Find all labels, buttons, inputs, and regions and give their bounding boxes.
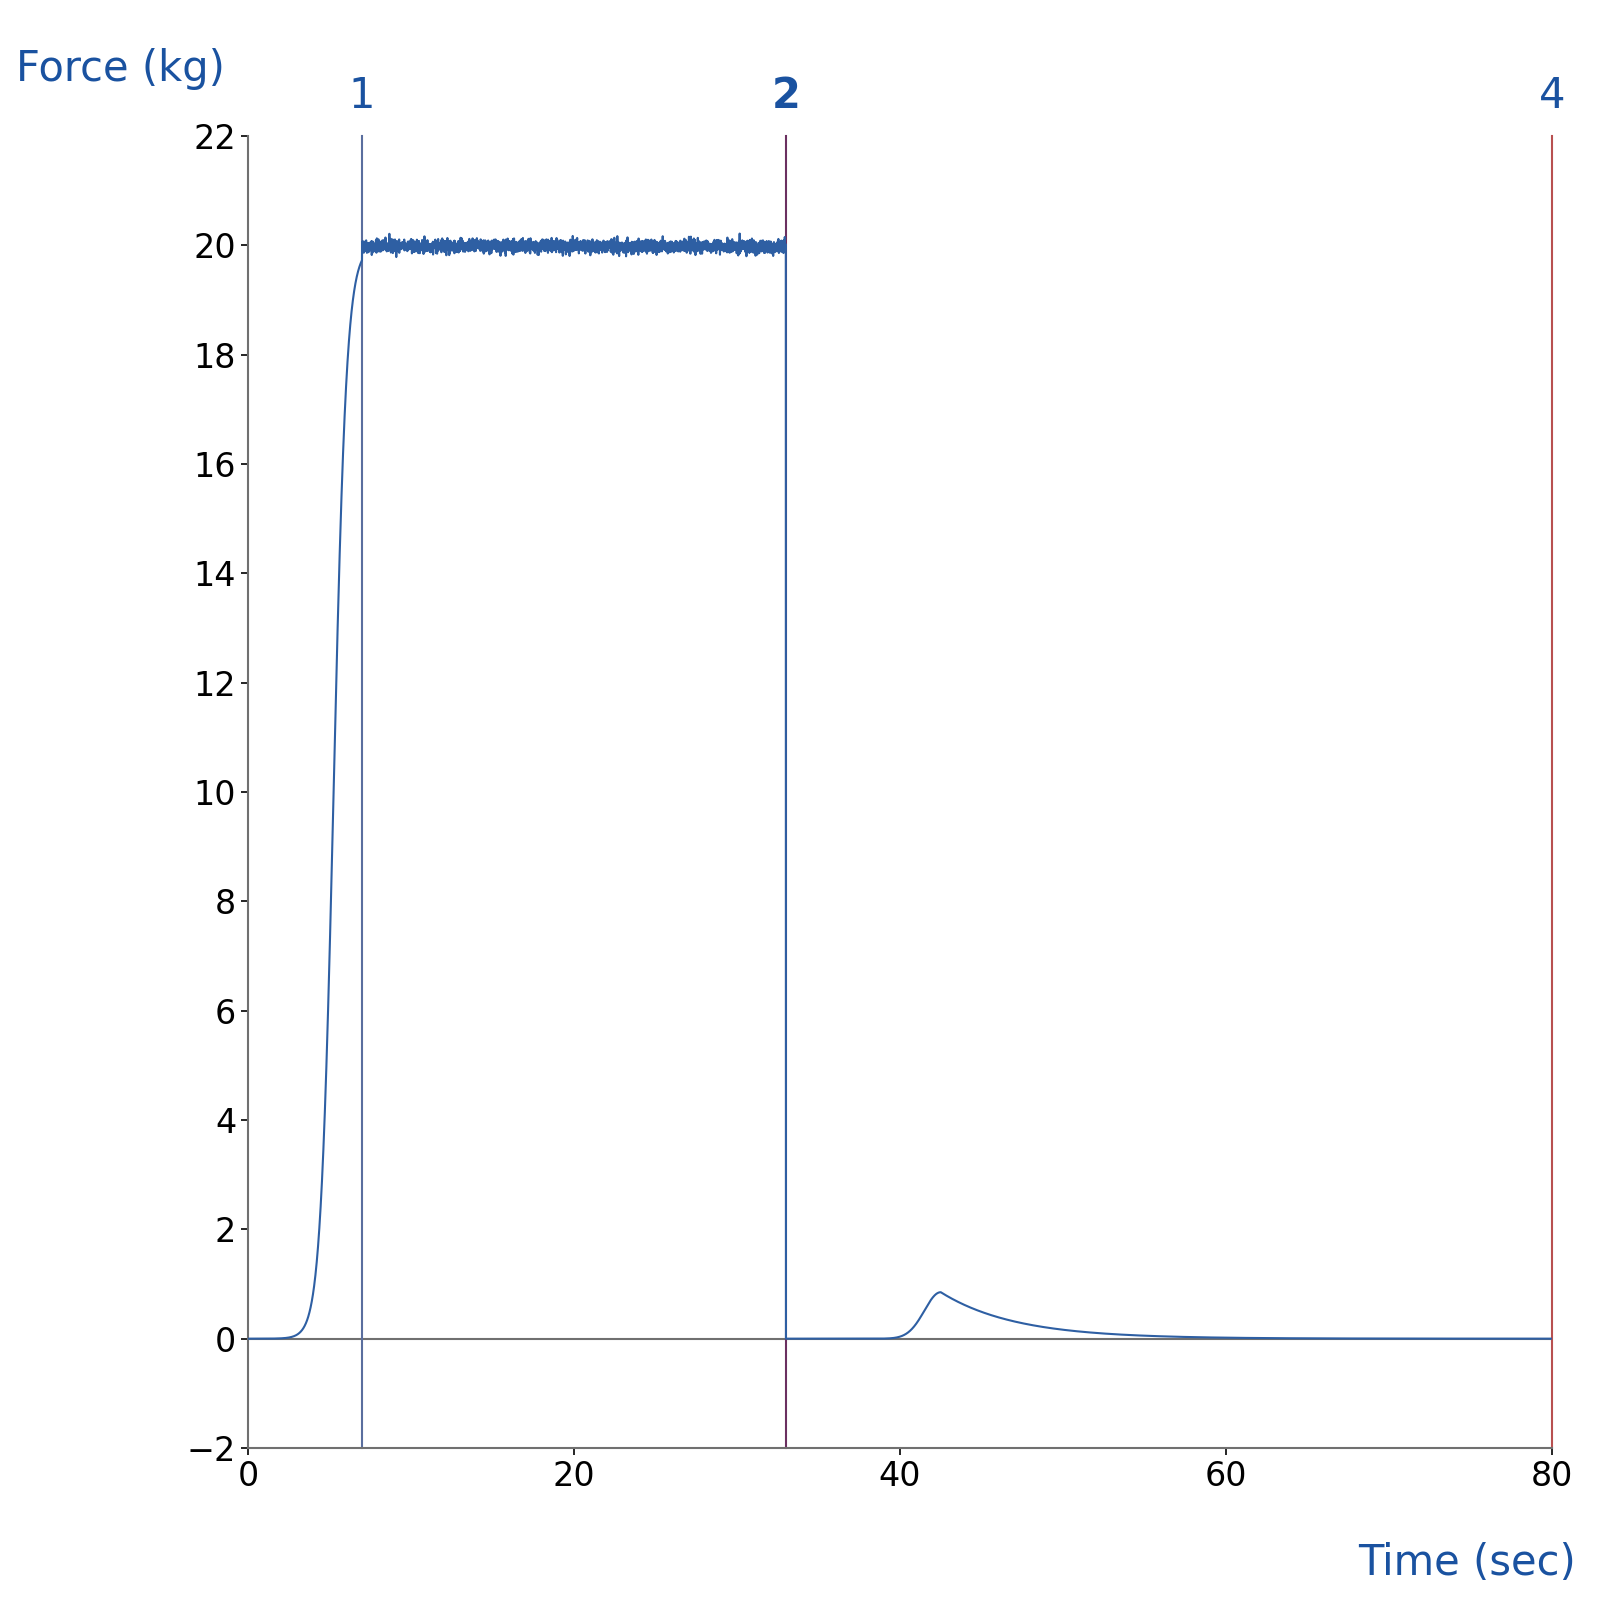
Text: 4: 4	[1539, 75, 1565, 117]
Text: Time (sec): Time (sec)	[1358, 1542, 1576, 1584]
Text: 2: 2	[771, 75, 800, 117]
Text: 1: 1	[349, 75, 376, 117]
Text: Force (kg): Force (kg)	[16, 48, 226, 90]
